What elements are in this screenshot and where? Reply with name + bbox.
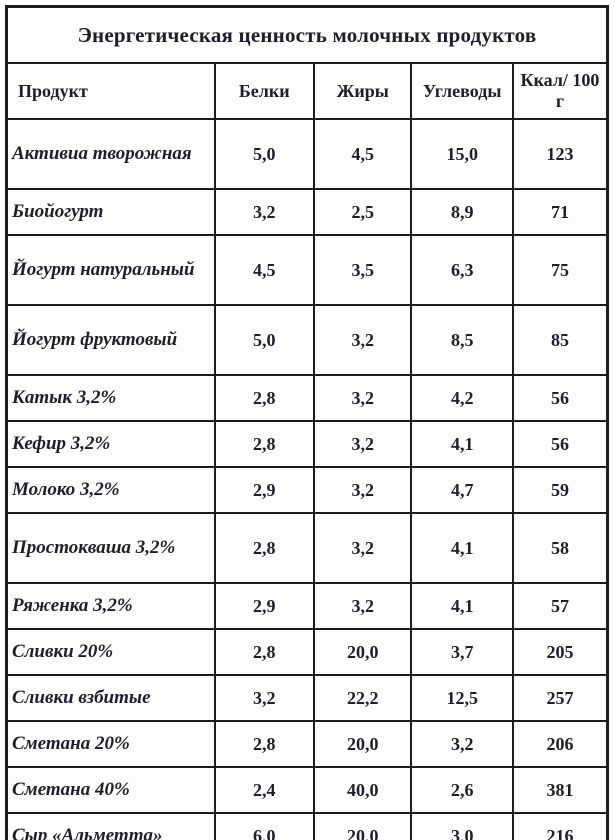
- value-cell: 57: [511, 582, 609, 630]
- value-cell: 2,4: [213, 766, 316, 814]
- table-row: Кефир 3,2% 2,8 3,2 4,1 56: [5, 420, 609, 468]
- table-row: Йогурт фруктовый 5,0 3,2 8,5 85: [5, 304, 609, 376]
- value-cell: 59: [511, 466, 609, 514]
- column-header-protein: Белки: [213, 62, 316, 120]
- value-cell: 257: [511, 674, 609, 722]
- product-cell: Сыр «Альметта»: [5, 812, 216, 840]
- value-cell: 4,1: [410, 582, 514, 630]
- value-cell: 15,0: [410, 118, 514, 190]
- value-cell: 4,5: [312, 118, 413, 190]
- table-row: Биойогурт 3,2 2,5 8,9 71: [5, 188, 609, 236]
- value-cell: 2,8: [213, 628, 316, 676]
- value-cell: 4,7: [410, 466, 514, 514]
- product-cell: Катык 3,2%: [5, 374, 216, 422]
- product-cell: Сметана 40%: [5, 766, 216, 814]
- product-cell: Ряженка 3,2%: [5, 582, 216, 630]
- value-cell: 216: [511, 812, 609, 840]
- table-row: Простокваша 3,2% 2,8 3,2 4,1 58: [5, 512, 609, 584]
- table-title: Энергетическая ценность молочных продукт…: [5, 5, 609, 64]
- column-header-fat: Жиры: [312, 62, 413, 120]
- value-cell: 5,0: [213, 304, 316, 376]
- value-cell: 56: [511, 374, 609, 422]
- value-cell: 2,8: [213, 720, 316, 768]
- value-cell: 3,5: [312, 234, 413, 306]
- value-cell: 8,5: [410, 304, 514, 376]
- value-cell: 4,1: [410, 420, 514, 468]
- table-row: Активиа творожная 5,0 4,5 15,0 123: [5, 118, 609, 190]
- value-cell: 3,2: [312, 512, 413, 584]
- product-cell: Молоко 3,2%: [5, 466, 216, 514]
- value-cell: 381: [511, 766, 609, 814]
- table-row: Сметана 20% 2,8 20,0 3,2 206: [5, 720, 609, 768]
- value-cell: 56: [511, 420, 609, 468]
- value-cell: 20,0: [312, 812, 413, 840]
- table-row: Ряженка 3,2% 2,9 3,2 4,1 57: [5, 582, 609, 630]
- value-cell: 3,0: [410, 812, 514, 840]
- value-cell: 3,2: [312, 582, 413, 630]
- value-cell: 58: [511, 512, 609, 584]
- value-cell: 2,6: [410, 766, 514, 814]
- product-cell: Сливки 20%: [5, 628, 216, 676]
- column-header-kcal: Ккал/ 100 г: [511, 62, 609, 120]
- column-header-carbs: Углеводы: [410, 62, 514, 120]
- value-cell: 5,0: [213, 118, 316, 190]
- value-cell: 6,0: [213, 812, 316, 840]
- table-title-row: Энергетическая ценность молочных продукт…: [5, 5, 609, 64]
- product-cell: Сметана 20%: [5, 720, 216, 768]
- table-row: Сметана 40% 2,4 40,0 2,6 381: [5, 766, 609, 814]
- value-cell: 20,0: [312, 720, 413, 768]
- value-cell: 3,2: [213, 188, 316, 236]
- value-cell: 3,2: [410, 720, 514, 768]
- table-row: Сливки 20% 2,8 20,0 3,7 205: [5, 628, 609, 676]
- value-cell: 12,5: [410, 674, 514, 722]
- value-cell: 3,2: [312, 374, 413, 422]
- value-cell: 3,2: [312, 420, 413, 468]
- table-row: Сыр «Альметта» 6,0 20,0 3,0 216: [5, 812, 609, 840]
- value-cell: 3,2: [312, 304, 413, 376]
- table-row: Молоко 3,2% 2,9 3,2 4,7 59: [5, 466, 609, 514]
- value-cell: 4,5: [213, 234, 316, 306]
- value-cell: 20,0: [312, 628, 413, 676]
- value-cell: 40,0: [312, 766, 413, 814]
- value-cell: 85: [511, 304, 609, 376]
- value-cell: 2,9: [213, 582, 316, 630]
- table-header-row: Продукт Белки Жиры Углеводы Ккал/ 100 г: [5, 62, 609, 120]
- product-cell: Биойогурт: [5, 188, 216, 236]
- column-header-product: Продукт: [5, 62, 216, 120]
- value-cell: 2,8: [213, 420, 316, 468]
- value-cell: 75: [511, 234, 609, 306]
- value-cell: 2,9: [213, 466, 316, 514]
- value-cell: 123: [511, 118, 609, 190]
- value-cell: 205: [511, 628, 609, 676]
- product-cell: Простокваша 3,2%: [5, 512, 216, 584]
- value-cell: 8,9: [410, 188, 514, 236]
- value-cell: 2,5: [312, 188, 413, 236]
- value-cell: 2,8: [213, 512, 316, 584]
- nutrition-table: Энергетическая ценность молочных продукт…: [5, 5, 609, 840]
- table-row: Йогурт натуральный 4,5 3,5 6,3 75: [5, 234, 609, 306]
- value-cell: 3,2: [213, 674, 316, 722]
- table-row: Сливки взбитые 3,2 22,2 12,5 257: [5, 674, 609, 722]
- value-cell: 4,1: [410, 512, 514, 584]
- product-cell: Йогурт фруктовый: [5, 304, 216, 376]
- value-cell: 2,8: [213, 374, 316, 422]
- product-cell: Йогурт натуральный: [5, 234, 216, 306]
- value-cell: 6,3: [410, 234, 514, 306]
- value-cell: 3,7: [410, 628, 514, 676]
- table-row: Катык 3,2% 2,8 3,2 4,2 56: [5, 374, 609, 422]
- product-cell: Сливки взбитые: [5, 674, 216, 722]
- value-cell: 71: [511, 188, 609, 236]
- product-cell: Активиа творожная: [5, 118, 216, 190]
- product-cell: Кефир 3,2%: [5, 420, 216, 468]
- value-cell: 206: [511, 720, 609, 768]
- value-cell: 4,2: [410, 374, 514, 422]
- value-cell: 22,2: [312, 674, 413, 722]
- value-cell: 3,2: [312, 466, 413, 514]
